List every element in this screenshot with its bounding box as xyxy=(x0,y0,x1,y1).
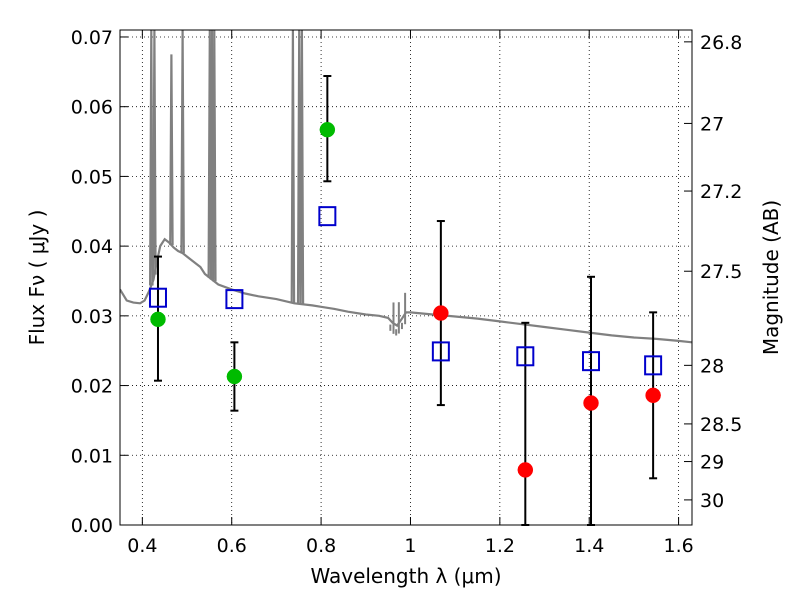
model-photometry-square xyxy=(516,346,535,367)
data-point xyxy=(319,121,336,138)
spectrum-emission-line xyxy=(296,30,302,304)
x-tick-label: 0.6 xyxy=(217,535,247,557)
spectrum-emission-line xyxy=(152,30,157,275)
axis-ticks: 0.4 0.6 0.8 1 1.2 1.4 1.6 0.00 0.01 0.02 0.03 0.04 0… xyxy=(71,27,743,557)
right-tick-label: 27 xyxy=(700,113,724,135)
right-tick-label: 28.5 xyxy=(700,414,742,436)
plot-frame xyxy=(119,29,693,526)
data-point xyxy=(645,387,661,404)
y-axis-label: Flux Fν ( μJy ) xyxy=(25,210,49,346)
x-tick-label: 0.4 xyxy=(127,535,157,557)
right-tick-label: 28 xyxy=(700,355,724,377)
spectrum-emission-line xyxy=(212,30,217,282)
data-markers xyxy=(148,121,663,478)
y-tick-label: 0.00 xyxy=(71,515,113,537)
spectrum-continuum xyxy=(120,237,692,344)
x-tick-label: 1.6 xyxy=(663,535,693,557)
grid-lines xyxy=(120,30,692,526)
y-tick-label: 0.06 xyxy=(71,97,113,119)
spectrum-emission-line xyxy=(149,30,154,286)
model-photometry-square xyxy=(644,355,663,376)
model-photometry-square xyxy=(148,287,167,308)
model-photometry-square xyxy=(225,289,244,310)
data-point xyxy=(583,395,599,411)
right-tick-label: 26.8 xyxy=(700,32,742,54)
right-tick-label: 27.5 xyxy=(700,261,742,283)
data-point xyxy=(226,368,243,385)
right-tick-label: 27.2 xyxy=(700,181,742,203)
x-axis-label: Wavelength λ (μm) xyxy=(310,564,501,588)
x-tick-label: 1.2 xyxy=(485,535,515,557)
model-photometry-square xyxy=(431,341,450,362)
right-tick-label: 29 xyxy=(700,452,724,474)
y-axis-label-right: Magnitude (AB) xyxy=(759,200,783,355)
model-spectrum xyxy=(120,30,692,344)
spectrum-emission-line xyxy=(290,30,296,304)
data-point xyxy=(150,311,166,328)
x-tick-label: 0.8 xyxy=(306,535,336,557)
x-tick-label: 1.4 xyxy=(574,535,604,557)
spectrum-emission-line xyxy=(299,30,305,305)
y-tick-label: 0.04 xyxy=(71,236,113,258)
y-tick-label: 0.01 xyxy=(71,445,113,467)
data-point xyxy=(433,305,449,321)
spectrum-emission-line xyxy=(180,30,185,254)
right-tick-label: 30 xyxy=(700,490,724,512)
y-tick-label: 0.03 xyxy=(71,306,113,328)
x-tick-label: 1 xyxy=(404,535,416,557)
y-tick-label: 0.02 xyxy=(71,376,113,398)
data-point xyxy=(517,462,534,478)
model-photometry-square xyxy=(318,206,337,227)
spectrum-emission-line xyxy=(169,54,174,246)
model-photometry-square xyxy=(582,351,601,372)
y-tick-label: 0.05 xyxy=(71,166,113,188)
y-tick-label: 0.07 xyxy=(71,27,113,49)
